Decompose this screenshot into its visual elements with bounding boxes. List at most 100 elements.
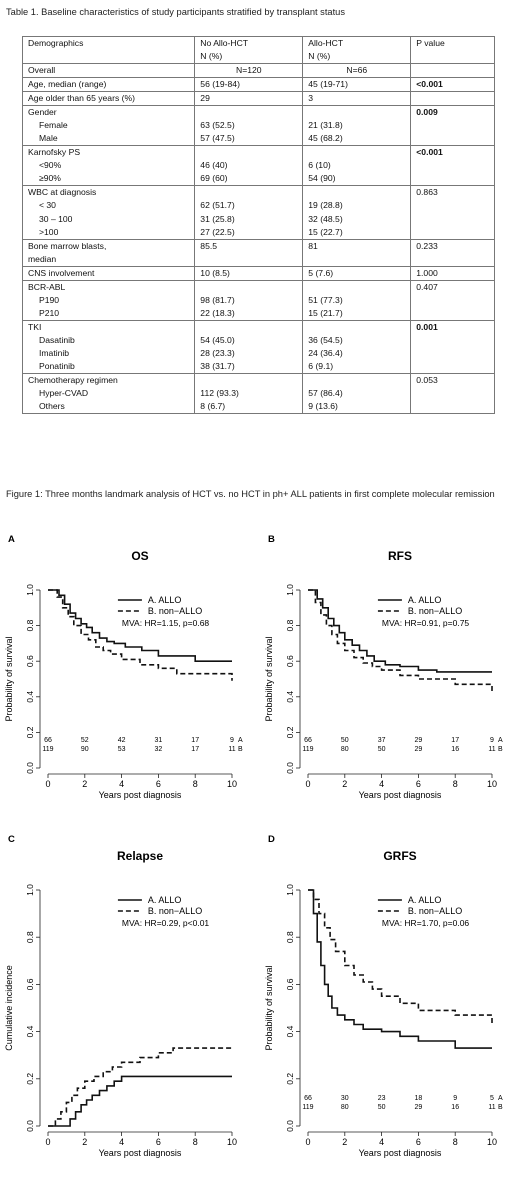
chart-title: Relapse: [117, 849, 163, 863]
cell-label: Dasatinib: [21, 333, 196, 347]
y-tick-label: 0.6: [25, 978, 35, 990]
legend-label: B. non−ALLO: [408, 606, 462, 616]
cell-label: Karnofsky PS: [21, 145, 196, 160]
cell-allo: 3: [302, 91, 412, 106]
legend-label: A. ALLO: [148, 595, 182, 605]
risk-count: 90: [81, 746, 89, 753]
cell-allo: 81: [302, 238, 412, 267]
cell-label: Hyper-CVAD: [21, 387, 196, 401]
y-tick-label: 0.8: [285, 931, 295, 943]
risk-count: 52: [81, 737, 89, 744]
x-tick-label: 6: [416, 779, 421, 789]
x-tick-label: 0: [305, 1137, 310, 1147]
cell-no-allo: 54 (45.0): [194, 333, 304, 347]
risk-count: 29: [415, 737, 423, 744]
cell-no-allo: [194, 319, 304, 334]
y-tick-label: 0.0: [25, 1120, 35, 1132]
cell-label: Age, median (range): [21, 77, 196, 92]
cell-allo: 51 (77.3): [302, 293, 412, 307]
series-line-allo: [308, 889, 492, 1049]
risk-row-label: A: [238, 737, 243, 744]
risk-count: 9: [230, 737, 234, 744]
cell-allo: 21 (31.8): [302, 119, 412, 133]
cell-p-value: [410, 306, 495, 321]
cell-no-allo: [194, 185, 304, 200]
table-row: Male 57 (47.5) 45 (68.2): [21, 132, 495, 146]
cell-label: WBC at diagnosis: [21, 185, 196, 200]
risk-count: 119: [302, 1104, 313, 1111]
risk-row-label: A: [498, 737, 503, 744]
y-tick-label: 0.6: [25, 655, 35, 667]
table-row: Hyper-CVAD 112 (93.3) 57 (86.4): [21, 387, 495, 401]
cell-p-value: 0.863: [410, 185, 495, 200]
risk-count: 50: [341, 737, 349, 744]
cell-no-allo: No Allo-HCT N (%): [194, 36, 304, 64]
risk-count: 66: [44, 737, 52, 744]
cell-allo: 6 (9.1): [302, 359, 412, 374]
cell-no-allo: 56 (19-84): [194, 77, 304, 92]
y-tick-label: 0.4: [25, 1025, 35, 1037]
cell-label: < 30: [21, 199, 196, 213]
risk-count: 66: [304, 737, 312, 744]
cell-no-allo: 63 (52.5): [194, 119, 304, 133]
x-tick-label: 4: [119, 1137, 124, 1147]
cell-no-allo: 62 (51.7): [194, 199, 304, 213]
legend-label: B. non−ALLO: [408, 906, 462, 916]
risk-count: 11: [228, 746, 235, 753]
chart-title: OS: [131, 549, 148, 563]
cell-no-allo: 46 (40): [194, 159, 304, 173]
cell-p-value: [410, 62, 495, 78]
cell-no-allo: 10 (8.5): [194, 265, 304, 281]
risk-count: 66: [304, 1095, 312, 1102]
table-row: WBC at diagnosis 0.863: [21, 185, 495, 200]
risk-count: 17: [191, 746, 199, 753]
cell-p-value: 0.053: [410, 373, 495, 388]
table-row: Age, median (range) 56 (19-84) 45 (19-71) <…: [21, 77, 495, 92]
x-tick-label: 2: [342, 1137, 347, 1147]
table-header-row: Demographics No Allo-HCT N (%) Allo-HCT N (%…: [21, 36, 495, 64]
legend-label: B. non−ALLO: [148, 906, 202, 916]
y-tick-label: 0.0: [285, 762, 295, 774]
cell-p-value: P value: [410, 36, 495, 64]
cell-p-value: [410, 132, 495, 146]
cell-no-allo: 31 (25.8): [194, 212, 304, 226]
risk-count: 119: [42, 746, 53, 753]
table-caption: Table 1. Baseline characteristics of stu…: [6, 7, 345, 17]
cell-p-value: 0.009: [410, 105, 495, 120]
mva-annotation: MVA: HR=0.29, p<0.01: [122, 918, 210, 928]
risk-count: 53: [118, 746, 126, 753]
cell-allo: 15 (21.7): [302, 306, 412, 321]
cell-label: Others: [21, 400, 196, 415]
mva-annotation: MVA: HR=1.70, p=0.06: [382, 918, 470, 928]
risk-count: 80: [341, 746, 349, 753]
cell-p-value: <0.001: [410, 145, 495, 160]
cell-no-allo: 57 (47.5): [194, 132, 304, 146]
x-tick-label: 4: [119, 779, 124, 789]
cell-no-allo: 29: [194, 91, 304, 106]
x-tick-label: 4: [379, 1137, 384, 1147]
x-axis-label: Years post diagnosis: [99, 790, 182, 800]
x-axis-label: Years post diagnosis: [99, 1148, 182, 1158]
table-row: ≥90% 69 (60) 54 (90): [21, 172, 495, 186]
cell-label: Overall: [21, 62, 196, 78]
risk-count: 18: [415, 1095, 423, 1102]
cell-allo: 15 (22.7): [302, 225, 412, 240]
risk-row-label: B: [238, 746, 243, 753]
risk-count: 80: [341, 1104, 349, 1111]
cell-p-value: [410, 212, 495, 226]
cell-no-allo: 69 (60): [194, 172, 304, 186]
table-row: Age older than 65 years (%) 29 3: [21, 91, 495, 106]
x-axis-label: Years post diagnosis: [359, 1148, 442, 1158]
y-tick-label: 0.2: [25, 726, 35, 738]
risk-count: 17: [451, 737, 459, 744]
risk-count: 31: [155, 737, 163, 744]
chart-panel-b: B RFS 0.0 0.2 0.4 0.6 0.8 1.0 Probability of sur…: [264, 534, 503, 800]
chart-title: RFS: [388, 549, 412, 563]
mva-annotation: MVA: HR=1.15, p=0.68: [122, 618, 210, 628]
cell-p-value: 1.000: [410, 265, 495, 281]
chart-panel-a: A OS 0.0 0.2 0.4 0.6 0.8 1.0 Probability of surv…: [4, 534, 243, 800]
y-tick-label: 0.0: [25, 762, 35, 774]
cell-label: <90%: [21, 159, 196, 173]
cell-label: >100: [21, 225, 196, 240]
x-tick-label: 8: [453, 1137, 458, 1147]
